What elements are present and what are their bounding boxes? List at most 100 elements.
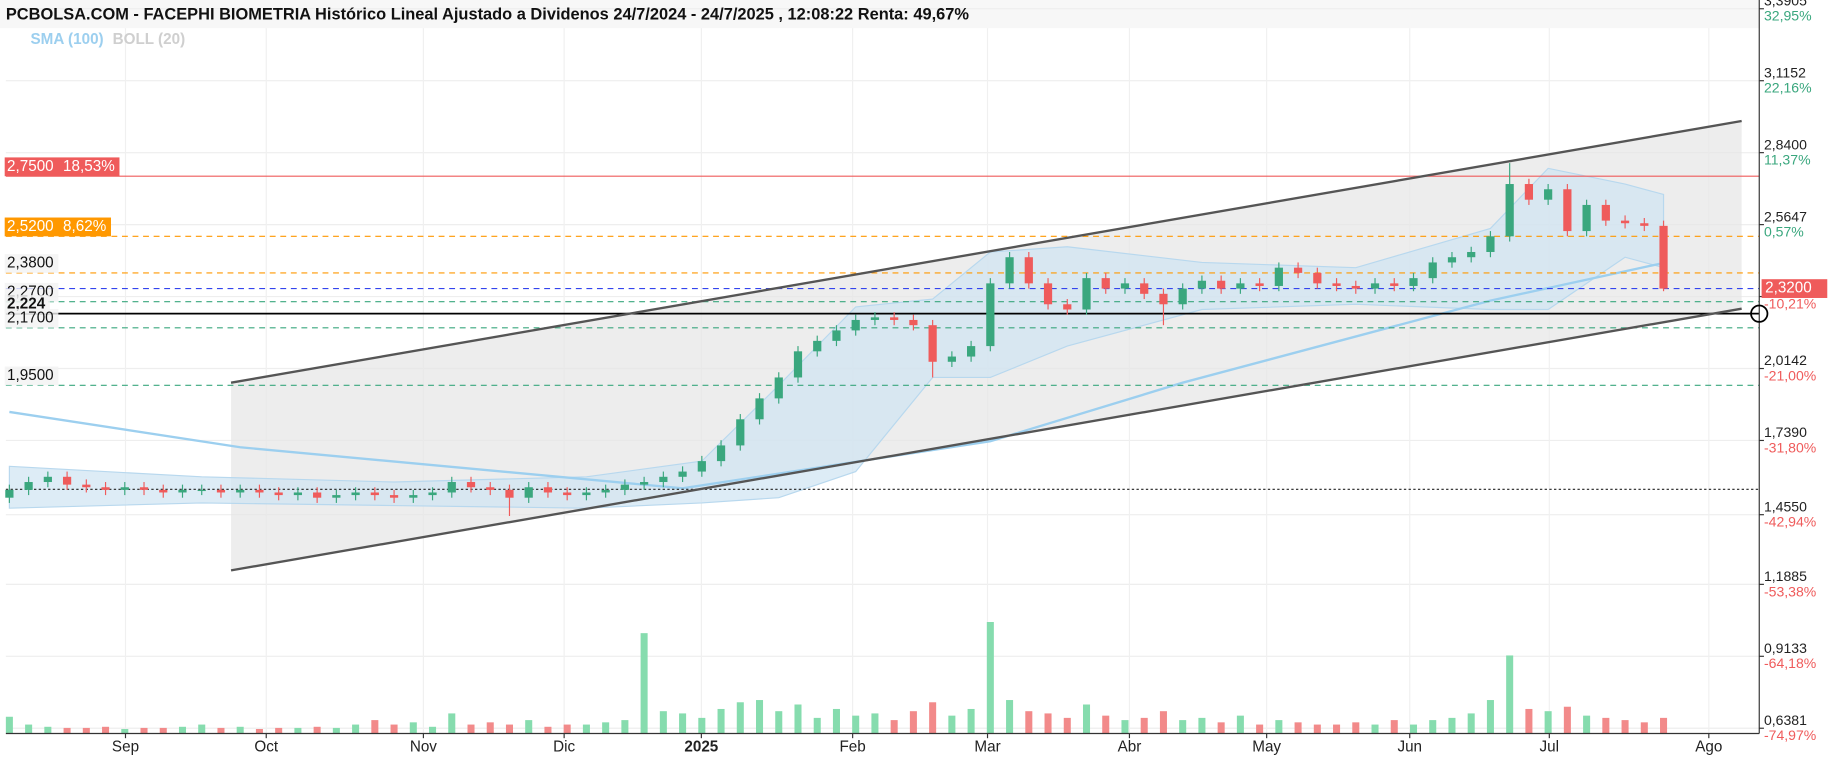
volume-bar xyxy=(1409,724,1418,734)
level-label-bg xyxy=(4,309,59,328)
candle-body xyxy=(82,484,91,488)
candle-body xyxy=(1159,293,1168,305)
x-tick-label: May xyxy=(1252,739,1281,756)
candle-body xyxy=(255,489,264,493)
volume-bar xyxy=(1544,711,1552,734)
level-label-bg xyxy=(4,157,120,177)
volume-bar xyxy=(582,724,590,734)
volume-bar xyxy=(1217,722,1225,734)
volume-bar xyxy=(371,720,379,734)
volume-bar xyxy=(1563,706,1571,734)
candle-body xyxy=(1293,267,1303,273)
volume-bar xyxy=(794,704,802,734)
candle-body xyxy=(716,445,726,462)
candle-body xyxy=(966,346,976,357)
candle-body xyxy=(543,487,553,493)
y-tick-label: 0,9133 xyxy=(1764,640,1807,656)
volume-bar xyxy=(852,715,860,734)
candle-body xyxy=(466,482,476,488)
volume-bar xyxy=(1179,720,1187,734)
volume-bar xyxy=(429,726,437,734)
candle-body xyxy=(1236,283,1245,289)
candle-body xyxy=(43,476,52,483)
candle-body xyxy=(563,492,572,496)
volume-bar xyxy=(352,724,360,734)
x-tick-label: Dic xyxy=(553,739,575,756)
volume-bar xyxy=(1025,711,1033,734)
volume-bar xyxy=(1121,720,1129,734)
level-label-bg xyxy=(4,294,50,314)
volume-bar xyxy=(967,708,975,734)
candle-body xyxy=(1505,184,1514,237)
candle-body xyxy=(370,492,379,496)
candle-body xyxy=(620,484,629,490)
x-tick-label: Abr xyxy=(1118,739,1142,756)
candle-body xyxy=(1524,184,1534,200)
y-pct-label: 22,16% xyxy=(1764,80,1812,96)
candle-body xyxy=(389,495,399,498)
candle-body xyxy=(274,492,283,496)
candle-body xyxy=(813,340,822,352)
y-tick-label: 1,1885 xyxy=(1764,568,1807,584)
candle-body xyxy=(678,471,687,477)
volume-bar xyxy=(813,717,821,734)
volume-bar xyxy=(1583,715,1591,734)
volume-bar xyxy=(1140,717,1148,734)
volume-bar xyxy=(1313,724,1321,734)
y-tick-label: 2,0142 xyxy=(1764,352,1807,368)
x-tick-label: Oct xyxy=(254,739,278,756)
volume-bar xyxy=(255,729,263,734)
y-tick-label: 2,8400 xyxy=(1764,136,1807,152)
candle-body xyxy=(1370,283,1380,289)
y-pct-label: -74,97% xyxy=(1764,727,1816,743)
volume-bar xyxy=(1236,715,1244,734)
volume-bar xyxy=(332,727,340,734)
level-label: 2,3800 xyxy=(7,255,54,272)
volume-bar xyxy=(563,724,571,734)
level-label: 2,7500 xyxy=(7,158,54,175)
volume-bar xyxy=(525,720,533,734)
y-tick-label: 0,6381 xyxy=(1764,712,1807,728)
volume-bar xyxy=(236,726,244,734)
volume-bar xyxy=(159,727,167,734)
volume-bar xyxy=(44,726,52,734)
sma-line xyxy=(9,261,1664,490)
y-pct-label: -42,94% xyxy=(1764,514,1816,530)
volume-bar xyxy=(1352,722,1360,734)
volume-bar xyxy=(390,724,398,734)
volume-bar xyxy=(544,726,552,734)
x-tick-label: Nov xyxy=(410,739,437,756)
volume-bar xyxy=(1525,708,1533,734)
volume-bar xyxy=(448,713,456,734)
last-price-badge xyxy=(1761,279,1828,298)
candle-body xyxy=(1217,280,1226,289)
y-pct-label: -53,38% xyxy=(1764,583,1816,599)
y-tick-label: 1,4550 xyxy=(1764,498,1807,514)
volume-bar xyxy=(1082,704,1091,734)
candle-body xyxy=(1601,204,1610,221)
y-pct-label: -10,21% xyxy=(1764,295,1816,311)
volume-bar xyxy=(486,722,494,734)
volume-bar xyxy=(679,713,687,734)
volume-bar xyxy=(140,727,148,734)
volume-bar xyxy=(82,727,90,734)
candle-body xyxy=(909,319,918,326)
volume-bar xyxy=(1044,713,1052,734)
candle-body xyxy=(1640,223,1649,226)
candle-body xyxy=(1351,285,1360,289)
volume-bar xyxy=(717,708,725,734)
candle-body xyxy=(1005,257,1014,284)
candle-body xyxy=(197,489,206,492)
candle-body xyxy=(351,492,360,496)
candle-body xyxy=(486,487,495,490)
level-label: 2,224 xyxy=(7,295,46,312)
candle-body xyxy=(1255,283,1264,286)
volume-bar xyxy=(1371,724,1379,734)
volume-bar xyxy=(832,708,840,734)
candle-body xyxy=(1486,236,1495,252)
volume-bar xyxy=(505,724,513,734)
volume-bar xyxy=(948,715,956,734)
candle-body xyxy=(1178,288,1187,305)
level-pct: 8,62% xyxy=(63,218,107,235)
volume-bar xyxy=(275,727,283,734)
